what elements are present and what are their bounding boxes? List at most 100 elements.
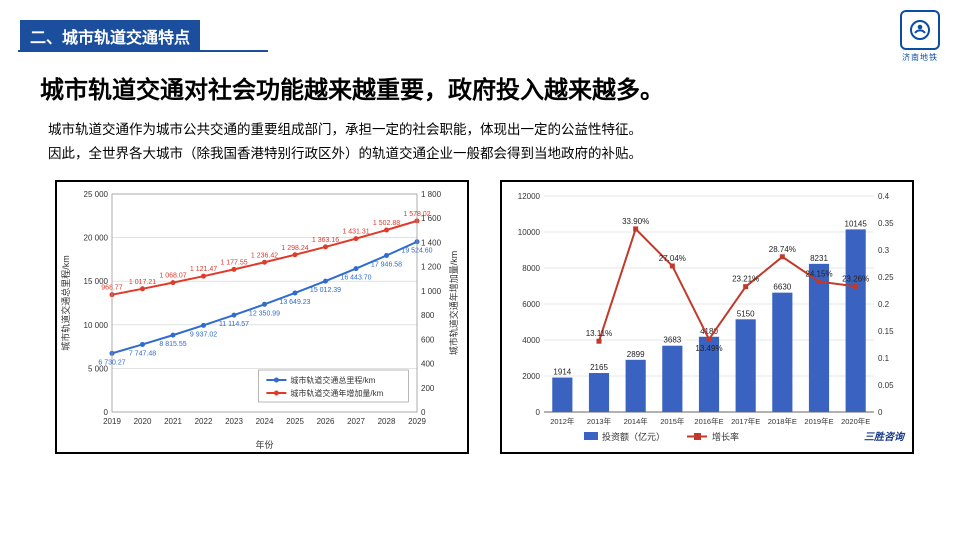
svg-text:8 815.55: 8 815.55 — [159, 341, 186, 348]
svg-text:7 747.48: 7 747.48 — [129, 350, 156, 357]
svg-text:1 431.31: 1 431.31 — [342, 229, 369, 236]
svg-text:13.49%: 13.49% — [695, 344, 722, 353]
chart-investment: 0 2000 4000 6000 8000 10000 12000 0 0.05 0.1 0.15 0… — [500, 180, 914, 454]
svg-text:17 946.58: 17 946.58 — [371, 262, 402, 269]
svg-text:4000: 4000 — [522, 336, 540, 345]
svg-text:13.11%: 13.11% — [586, 329, 613, 338]
svg-text:2014年: 2014年 — [624, 416, 649, 426]
body-text-1: 城市轨道交通作为城市公共交通的重要组成部门，承担一定的社会职能，体现出一定的公益… — [48, 118, 642, 138]
svg-text:2019年E: 2019年E — [804, 416, 833, 426]
svg-text:12000: 12000 — [518, 192, 541, 201]
svg-text:2020年E: 2020年E — [841, 416, 870, 426]
svg-text:20 000: 20 000 — [84, 234, 109, 243]
svg-text:6630: 6630 — [773, 283, 791, 292]
svg-text:年份: 年份 — [255, 439, 273, 450]
svg-text:9 937.02: 9 937.02 — [190, 331, 217, 338]
svg-text:3683: 3683 — [663, 336, 681, 345]
svg-text:2018年E: 2018年E — [768, 416, 797, 426]
logo-icon — [900, 10, 940, 50]
body-text-2: 因此，全世界各大城市（除我国香港特别行政区外）的轨道交通企业一般都会得到当地政府… — [48, 142, 642, 162]
section-label: 二、城市轨道交通特点 — [20, 20, 200, 52]
svg-text:2013年: 2013年 — [587, 416, 612, 426]
logo: 济南地铁 — [900, 10, 940, 63]
svg-text:2026: 2026 — [317, 417, 335, 426]
svg-text:2012年: 2012年 — [550, 416, 575, 426]
svg-text:投资额（亿元）: 投资额（亿元） — [602, 431, 665, 442]
section-underline — [18, 50, 268, 52]
svg-text:15 012.39: 15 012.39 — [310, 287, 341, 294]
svg-text:0.15: 0.15 — [878, 327, 894, 336]
svg-text:增长率: 增长率 — [712, 431, 739, 442]
svg-text:1 017.21: 1 017.21 — [129, 279, 156, 286]
svg-text:1 068.07: 1 068.07 — [159, 273, 186, 280]
svg-text:2000: 2000 — [522, 372, 540, 381]
svg-text:13 649.23: 13 649.23 — [279, 299, 310, 306]
svg-text:1 298.24: 1 298.24 — [281, 245, 308, 252]
svg-text:2025: 2025 — [286, 417, 304, 426]
svg-text:1 177.55: 1 177.55 — [220, 259, 247, 266]
svg-text:8231: 8231 — [810, 254, 828, 263]
svg-text:1 236.42: 1 236.42 — [251, 252, 278, 259]
svg-text:10000: 10000 — [518, 228, 541, 237]
svg-text:1 800: 1 800 — [421, 190, 442, 199]
svg-text:23.21%: 23.21% — [732, 275, 759, 284]
chart-mileage: 05 00010 00015 00020 00025 0000200400600… — [55, 180, 469, 454]
svg-text:0.2: 0.2 — [878, 300, 890, 309]
svg-text:5150: 5150 — [737, 309, 755, 318]
svg-text:6000: 6000 — [522, 300, 540, 309]
svg-text:200: 200 — [421, 384, 435, 393]
svg-text:0.3: 0.3 — [878, 246, 890, 255]
svg-text:2023: 2023 — [225, 417, 243, 426]
svg-text:0.1: 0.1 — [878, 354, 890, 363]
svg-text:0.05: 0.05 — [878, 381, 894, 390]
svg-text:600: 600 — [421, 335, 435, 344]
svg-text:1 121.47: 1 121.47 — [190, 266, 217, 273]
svg-text:12 350.99: 12 350.99 — [249, 310, 280, 317]
svg-text:800: 800 — [421, 311, 435, 320]
svg-text:三胜咨询: 三胜咨询 — [864, 431, 906, 443]
svg-text:2019: 2019 — [103, 417, 121, 426]
svg-text:10 000: 10 000 — [84, 321, 109, 330]
svg-text:1 363.16: 1 363.16 — [312, 237, 339, 244]
svg-text:2015年: 2015年 — [660, 416, 685, 426]
svg-text:400: 400 — [421, 360, 435, 369]
svg-text:8000: 8000 — [522, 264, 540, 273]
svg-text:0: 0 — [104, 408, 109, 417]
svg-text:27.04%: 27.04% — [659, 254, 686, 263]
svg-text:2027: 2027 — [347, 417, 365, 426]
svg-text:1914: 1914 — [553, 368, 571, 377]
svg-text:10145: 10145 — [845, 219, 868, 228]
svg-text:0: 0 — [421, 408, 426, 417]
svg-text:23.26%: 23.26% — [842, 274, 869, 283]
svg-text:16 443.70: 16 443.70 — [340, 275, 371, 282]
svg-text:0.25: 0.25 — [878, 273, 894, 282]
svg-text:城市轨道交通总里程/km: 城市轨道交通总里程/km — [290, 375, 375, 385]
svg-text:25 000: 25 000 — [84, 190, 109, 199]
svg-text:2017年E: 2017年E — [731, 416, 760, 426]
svg-text:2028: 2028 — [378, 417, 396, 426]
svg-text:0: 0 — [536, 408, 541, 417]
svg-text:城市轨道交通年增加量/km: 城市轨道交通年增加量/km — [448, 251, 459, 356]
svg-text:1 502.88: 1 502.88 — [373, 220, 400, 227]
svg-text:1 400: 1 400 — [421, 238, 442, 247]
svg-text:33.90%: 33.90% — [622, 217, 649, 226]
svg-text:0.35: 0.35 — [878, 219, 894, 228]
svg-text:城市轨道交通总里程/km: 城市轨道交通总里程/km — [60, 255, 71, 351]
svg-text:0: 0 — [878, 408, 883, 417]
svg-text:28.74%: 28.74% — [769, 245, 796, 254]
svg-text:2021: 2021 — [164, 417, 182, 426]
svg-text:24.15%: 24.15% — [805, 270, 832, 279]
svg-text:1 000: 1 000 — [421, 287, 442, 296]
svg-text:城市轨道交通年增加量/km: 城市轨道交通年增加量/km — [290, 388, 383, 398]
svg-text:11 114.57: 11 114.57 — [219, 321, 249, 328]
svg-text:2899: 2899 — [627, 350, 645, 359]
svg-text:2165: 2165 — [590, 363, 608, 372]
svg-text:2022: 2022 — [195, 417, 213, 426]
svg-text:0.4: 0.4 — [878, 192, 890, 201]
svg-text:2016年E: 2016年E — [694, 416, 723, 426]
svg-text:1 200: 1 200 — [421, 263, 442, 272]
svg-text:2024: 2024 — [256, 417, 274, 426]
logo-text: 济南地铁 — [900, 52, 940, 63]
svg-text:2029: 2029 — [408, 417, 426, 426]
headline: 城市轨道交通对社会功能越来越重要，政府投入越来越多。 — [40, 70, 664, 105]
